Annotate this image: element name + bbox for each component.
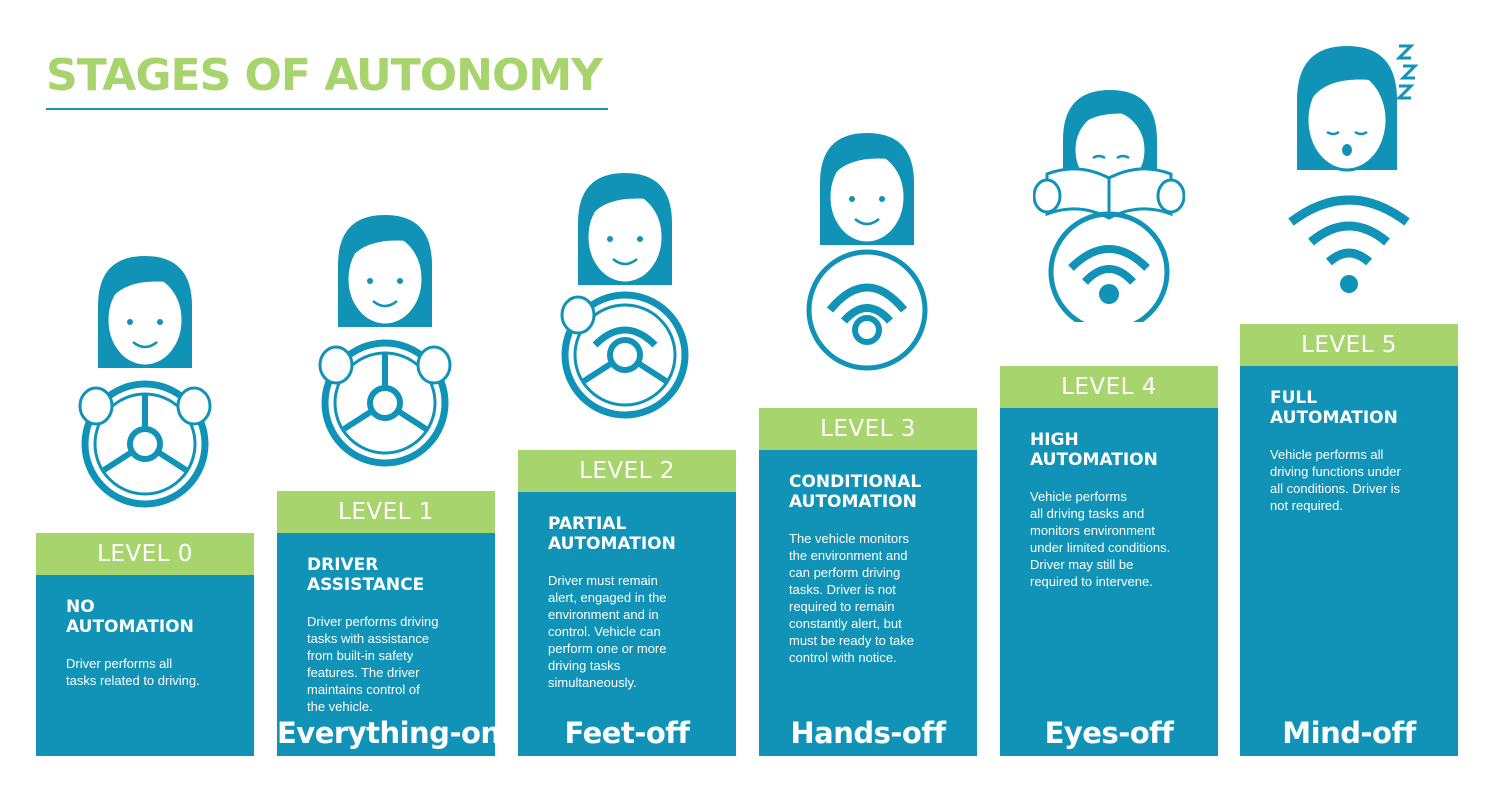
- driver-reading-icon: [1032, 82, 1186, 333]
- zzz-icon: [1395, 42, 1420, 109]
- level-heading: HIGH AUTOMATION: [1030, 430, 1158, 470]
- level-1-column: LEVEL 1 DRIVER ASSISTANCE Driver perform…: [277, 491, 501, 756]
- level-label: LEVEL 3: [759, 408, 977, 450]
- level-panel: PARTIAL AUTOMATION Driver must remain al…: [518, 492, 736, 756]
- autonomy-badge: Mind-off: [1282, 716, 1416, 750]
- level-5-column: LEVEL 5 FULL AUTOMATION Vehicle performs…: [1240, 324, 1458, 756]
- level-panel: FULL AUTOMATION Vehicle performs all dri…: [1240, 366, 1458, 756]
- level-panel: NO AUTOMATION Driver performs all tasks …: [36, 575, 254, 756]
- autonomy-badge: Hands-off: [790, 716, 946, 750]
- driver-hands-on-wheel-icon: [318, 207, 453, 477]
- level-label: LEVEL 1: [277, 491, 495, 533]
- level-label: LEVEL 5: [1240, 324, 1458, 366]
- level-heading: DRIVER ASSISTANCE: [307, 555, 425, 595]
- autonomy-badge: Eyes-off: [1044, 716, 1174, 750]
- level-description: Driver must remain alert, engaged in the…: [548, 573, 667, 690]
- level-heading: FULL AUTOMATION: [1270, 388, 1398, 428]
- level-panel: CONDITIONAL AUTOMATION The vehicle monit…: [759, 450, 977, 756]
- level-label: LEVEL 2: [518, 450, 736, 492]
- level-label: LEVEL 4: [1000, 366, 1218, 408]
- level-2-column: LEVEL 2 PARTIAL AUTOMATION Driver must r…: [518, 450, 736, 756]
- level-description: Driver performs driving tasks with assis…: [307, 614, 439, 714]
- level-3-column: LEVEL 3 CONDITIONAL AUTOMATION The vehic…: [759, 408, 977, 756]
- level-heading: NO AUTOMATION: [66, 597, 194, 637]
- level-heading: PARTIAL AUTOMATION: [548, 514, 676, 554]
- autonomy-badge: Feet-off: [564, 716, 690, 750]
- driver-hands-free-wheel-icon: [800, 125, 935, 390]
- driver-hands-on-wheel-icon: [78, 248, 213, 518]
- page-title: STAGES OF AUTONOMY: [46, 50, 603, 101]
- driver-one-hand-wheel-icon: [558, 165, 693, 435]
- level-4-column: LEVEL 4 HIGH AUTOMATION Vehicle performs…: [1000, 366, 1218, 756]
- title-underline: [46, 108, 608, 110]
- driver-sleeping-icon: [1285, 38, 1430, 308]
- level-0-column: LEVEL 0 NO AUTOMATION Driver performs al…: [36, 533, 254, 756]
- level-description: The vehicle monitors the environment and…: [789, 531, 915, 665]
- level-panel: DRIVER ASSISTANCE Driver performs drivin…: [277, 533, 501, 756]
- level-heading: CONDITIONAL AUTOMATION: [789, 472, 922, 512]
- autonomy-badge: Everything-on: [277, 716, 501, 750]
- level-description: Driver performs all tasks related to dri…: [66, 656, 200, 688]
- level-description: Vehicle performs all driving functions u…: [1270, 447, 1401, 513]
- level-label: LEVEL 0: [36, 533, 254, 575]
- level-description: Vehicle performs all driving tasks and m…: [1030, 489, 1171, 589]
- level-panel: HIGH AUTOMATION Vehicle performs all dri…: [1000, 408, 1218, 756]
